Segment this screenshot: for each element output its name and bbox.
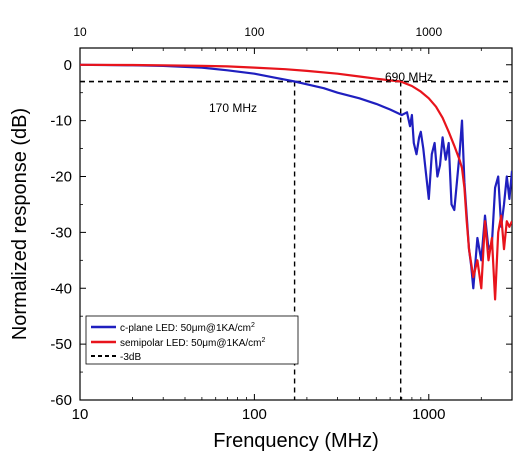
y-tick-label: -60 xyxy=(50,392,72,409)
annotation-690mhz: 690 MHz xyxy=(385,70,433,84)
y-tick-label: -10 xyxy=(50,113,72,130)
axis-ticks xyxy=(79,48,513,401)
plot-frame xyxy=(79,47,513,401)
legend: c-plane LED: 50μm@1KA/cm2 semipolar LED:… xyxy=(85,315,299,365)
series-line-c-plane xyxy=(80,63,512,290)
y-tick-label: -50 xyxy=(50,336,72,353)
y-tick-label: 0 xyxy=(64,57,72,74)
series-line-semipolar xyxy=(80,63,512,301)
top-x-tick-label: 10 xyxy=(73,25,87,39)
legend-entry-semipolar: semipolar LED: 50μm@1KA/cm2 xyxy=(120,337,266,349)
legend-entry-3db: -3dB xyxy=(120,352,141,363)
legend-box xyxy=(85,315,299,365)
annotation-170mhz: 170 MHz xyxy=(209,101,257,115)
x-tick-label: 100 xyxy=(242,406,267,423)
series-lines xyxy=(80,63,512,301)
top-x-tick-label: 100 xyxy=(244,25,264,39)
y-tick-label: -40 xyxy=(50,280,72,297)
y-tick-label: -30 xyxy=(50,224,72,241)
y-axis-label: Normalized response (dB) xyxy=(9,108,31,340)
top-x-tick-label: 1000 xyxy=(415,25,442,39)
y-tick-label: -20 xyxy=(50,169,72,186)
tick-labels: 10 10 100 100 1000 1000 0 -10 -20 -30 -40 -50 -60 xyxy=(50,25,445,423)
x-axis-label: Frenquency (MHz) xyxy=(213,430,379,452)
x-tick-label: 1000 xyxy=(412,406,445,423)
legend-entry-c-plane: c-plane LED: 50μm@1KA/cm2 xyxy=(120,322,255,334)
x-tick-label: 10 xyxy=(72,406,89,423)
